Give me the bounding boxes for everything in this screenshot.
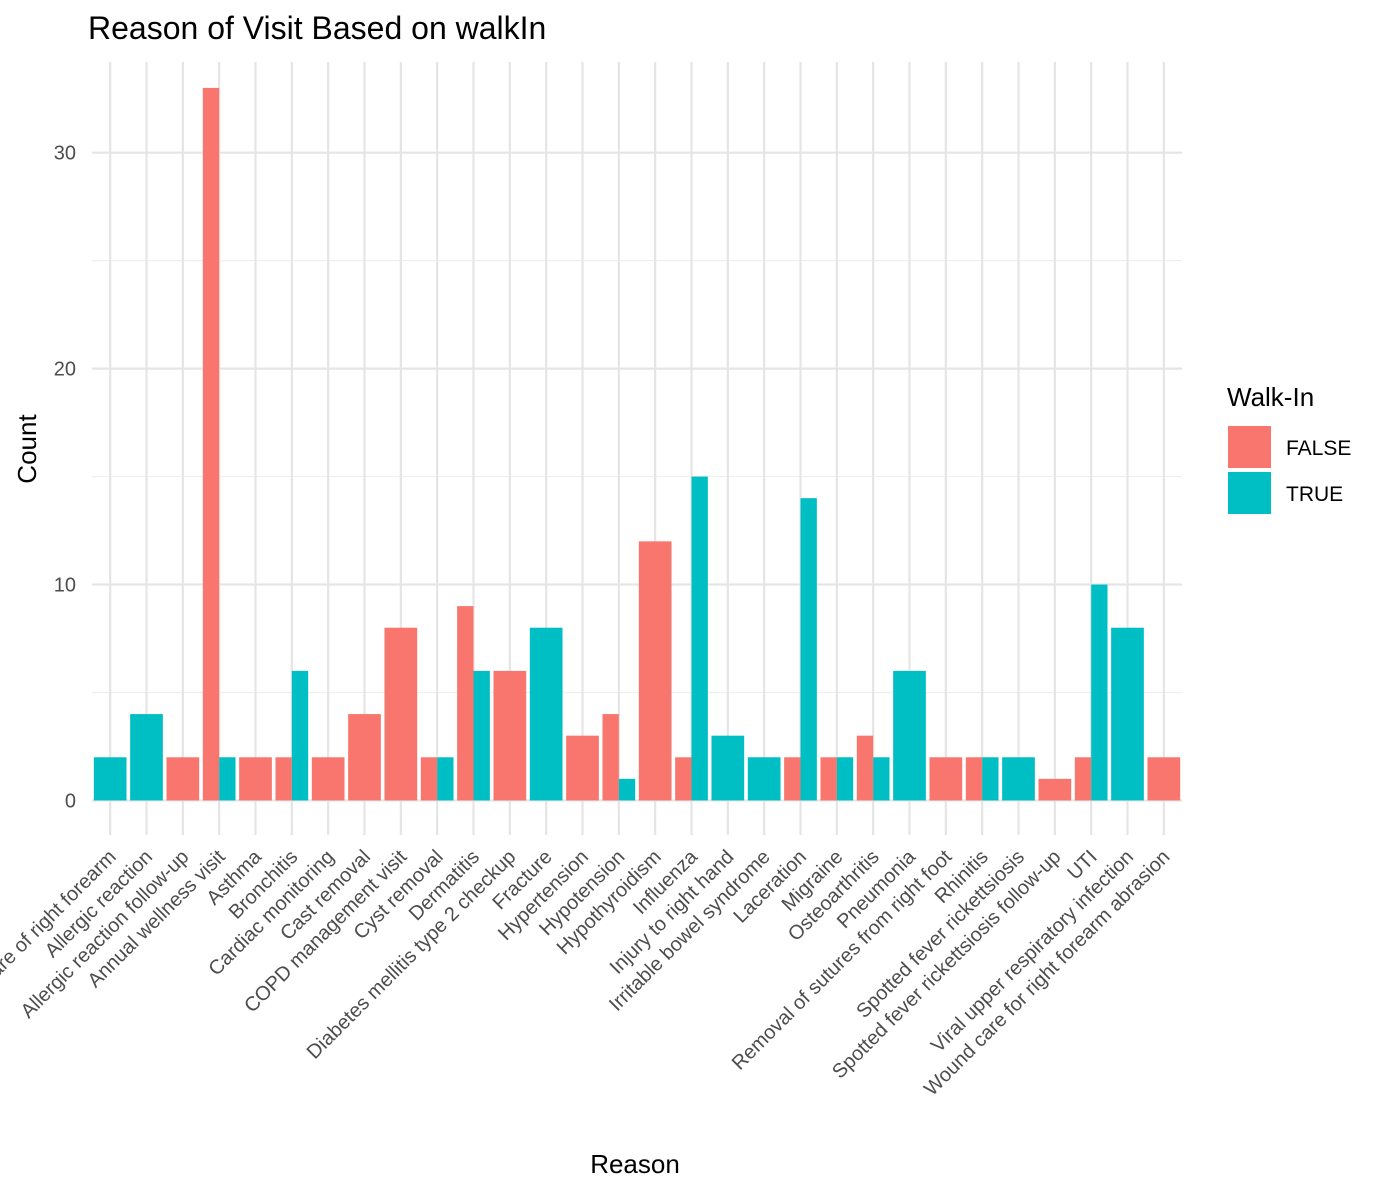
bar-false <box>384 627 418 801</box>
bar-true <box>130 714 163 801</box>
legend-label-false: FALSE <box>1286 437 1351 460</box>
bar-true <box>437 757 454 801</box>
bar-true <box>473 670 490 801</box>
bar-true <box>529 627 563 801</box>
bar-false <box>202 87 220 801</box>
bar-true <box>800 498 817 801</box>
y-axis-title: Count <box>12 414 42 484</box>
bar-true <box>893 670 926 801</box>
bar-false <box>675 757 692 801</box>
bar-true <box>291 670 309 801</box>
y-tick-label: 0 <box>65 790 76 812</box>
bar-false <box>602 714 619 801</box>
legend-key-false <box>1228 426 1271 468</box>
x-axis-title: Reason <box>590 1149 680 1179</box>
bar-false <box>420 757 438 801</box>
legend: Walk-In FALSE TRUE <box>1227 382 1351 514</box>
bar-false <box>965 757 983 801</box>
bar-false <box>457 606 474 801</box>
chart-title: Reason of Visit Based on walkIn <box>88 10 546 46</box>
bar-false <box>348 714 381 801</box>
y-tick-label: 10 <box>54 575 76 597</box>
bar-true <box>1091 584 1108 801</box>
y-tick-label: 20 <box>54 359 76 381</box>
bar-false <box>820 757 837 801</box>
bars-layer <box>93 87 1181 801</box>
bar-true <box>219 757 236 801</box>
grid-layer <box>92 62 1182 835</box>
bar-true <box>1111 627 1144 801</box>
bar-false <box>566 735 599 801</box>
legend-title: Walk-In <box>1227 382 1314 412</box>
bar-true <box>747 757 781 801</box>
bar-true <box>618 778 636 801</box>
bar-true <box>1002 757 1035 801</box>
bar-false <box>275 757 292 801</box>
bar-false <box>638 541 672 801</box>
bar-false <box>493 670 527 801</box>
legend-label-true: TRUE <box>1286 483 1343 506</box>
bar-false <box>929 757 963 801</box>
bar-false <box>1147 757 1181 801</box>
y-axis-ticks: 0 10 20 30 <box>54 143 76 813</box>
legend-key-true <box>1228 472 1271 514</box>
bar-true <box>873 757 890 801</box>
bar-false <box>1074 757 1092 801</box>
bar-true <box>93 757 127 801</box>
bar-false <box>784 757 801 801</box>
bar-false <box>311 757 345 801</box>
bar-false <box>856 735 874 801</box>
bar-false <box>1038 778 1072 801</box>
y-tick-label: 30 <box>54 143 76 165</box>
bar-true <box>836 757 854 801</box>
bar-true <box>711 735 745 801</box>
bar-false <box>239 757 272 801</box>
bar-true <box>691 476 708 801</box>
bar-false <box>166 757 200 801</box>
bar-true <box>982 757 999 801</box>
